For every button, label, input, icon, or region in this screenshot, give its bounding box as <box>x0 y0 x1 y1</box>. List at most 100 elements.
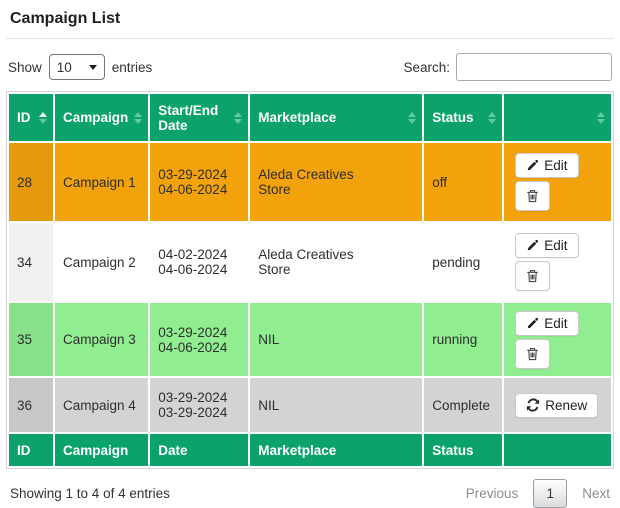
sort-desc-icon <box>597 118 605 124</box>
column-header-label: ID <box>17 110 31 125</box>
column-header-label: Start/End Date <box>158 102 219 133</box>
sort-icons <box>134 111 143 124</box>
sort-icons <box>488 111 497 124</box>
sort-asc-icon <box>134 111 143 117</box>
refresh-icon <box>526 398 540 412</box>
page-length-select[interactable]: 10 <box>48 54 105 80</box>
column-header-campaign[interactable]: Campaign <box>55 94 149 141</box>
cell-dates: 03-29-2024 04-06-2024 <box>150 143 249 221</box>
footer-id: ID <box>9 434 53 466</box>
edit-button[interactable]: Edit <box>515 153 579 178</box>
edit-button[interactable]: Edit <box>515 310 579 336</box>
trash-icon <box>526 189 539 203</box>
cell-campaign: Campaign 2 <box>55 223 149 301</box>
column-header-status[interactable]: Status <box>424 94 503 141</box>
pagination: Previous 1 Next <box>466 479 610 508</box>
trash-icon <box>526 269 539 283</box>
sort-desc-icon <box>134 118 143 124</box>
sort-asc-icon <box>488 111 497 117</box>
cell-marketplace: Aleda Creatives Store <box>250 223 423 301</box>
cell-id: 28 <box>9 143 53 221</box>
sort-desc-icon <box>39 118 47 124</box>
edit-button-label: Edit <box>544 238 568 253</box>
edit-button[interactable]: Edit <box>515 233 579 258</box>
cell-dates: 04-02-2024 04-06-2024 <box>150 223 249 301</box>
column-header-marketplace[interactable]: Marketplace <box>250 94 423 141</box>
delete-button[interactable] <box>515 261 551 291</box>
cell-marketplace: NIL <box>250 303 423 376</box>
next-button[interactable]: Next <box>582 486 610 501</box>
marketplace-text: Aleda Creatives Store <box>258 167 354 197</box>
cell-dates: 03-29-2024 03-29-2024 <box>150 378 249 432</box>
cell-id: 35 <box>9 303 53 376</box>
show-label: Show <box>8 59 42 75</box>
column-header-actions[interactable] <box>504 94 611 141</box>
marketplace-text: Aleda Creatives Store <box>258 247 354 277</box>
sort-desc-icon <box>234 118 243 124</box>
search-input[interactable] <box>456 53 612 81</box>
cell-marketplace: NIL <box>250 378 423 432</box>
table-info: Showing 1 to 4 of 4 entries <box>10 486 170 501</box>
page-length-control: Show 10 entries <box>8 54 152 80</box>
sort-icons <box>597 111 605 124</box>
campaign-table: ID Campaign Start/End Date Marketplace S… <box>6 91 614 469</box>
cell-status: off <box>424 143 503 221</box>
table-controls: Show 10 entries Search: <box>8 53 612 81</box>
cell-actions: Renew <box>504 378 611 432</box>
column-header-id[interactable]: ID <box>9 94 53 141</box>
sort-asc-icon <box>234 111 243 117</box>
search-label: Search: <box>403 59 450 75</box>
sort-icons <box>234 111 243 124</box>
search-control: Search: <box>403 53 612 81</box>
previous-button[interactable]: Previous <box>465 486 519 501</box>
chevron-down-icon <box>88 64 97 70</box>
sort-icons <box>408 111 417 124</box>
marketplace-text: NIL <box>258 332 280 347</box>
cell-status: Complete <box>424 378 503 432</box>
cell-actions: Edit <box>504 223 611 301</box>
renew-button-label: Renew <box>545 397 588 413</box>
sort-asc-icon <box>39 111 47 117</box>
renew-button[interactable]: Renew <box>515 392 599 418</box>
table-row: 34 Campaign 2 04-02-2024 04-06-2024 Aled… <box>9 223 611 301</box>
sort-asc-icon <box>408 111 417 117</box>
cell-campaign: Campaign 1 <box>55 143 149 221</box>
cell-campaign: Campaign 4 <box>55 378 149 432</box>
table-row: 28 Campaign 1 03-29-2024 04-06-2024 Aled… <box>9 143 611 221</box>
footer-marketplace: Marketplace <box>250 434 423 466</box>
sort-icons <box>39 111 47 124</box>
page-length-value: 10 <box>56 59 72 75</box>
cell-id: 36 <box>9 378 53 432</box>
cell-id: 34 <box>9 223 53 301</box>
column-header-start-end-date[interactable]: Start/End Date <box>150 94 249 141</box>
page-title: Campaign List <box>10 10 121 27</box>
page-1-button[interactable]: 1 <box>533 479 568 508</box>
cell-marketplace: Aleda Creatives Store <box>250 143 423 221</box>
table-header-row: ID Campaign Start/End Date Marketplace S… <box>9 94 611 141</box>
table-footer-row: ID Campaign Date Marketplace Status <box>9 434 611 466</box>
pencil-icon <box>526 317 539 330</box>
column-header-label: Status <box>432 110 474 125</box>
cell-campaign: Campaign 3 <box>55 303 149 376</box>
delete-button[interactable] <box>515 338 551 369</box>
title-divider <box>6 38 614 39</box>
trash-icon <box>526 347 539 361</box>
cell-status: pending <box>424 223 503 301</box>
table-row: 36 Campaign 4 03-29-2024 03-29-2024 NIL … <box>9 378 611 432</box>
footer-campaign: Campaign <box>55 434 149 466</box>
table-bottom-bar: Showing 1 to 4 of 4 entries Previous 1 N… <box>10 479 610 508</box>
column-header-label: Marketplace <box>258 110 337 125</box>
footer-date: Date <box>150 434 249 466</box>
cell-status: running <box>424 303 503 376</box>
marketplace-text: NIL <box>258 397 280 413</box>
delete-button[interactable] <box>515 181 551 211</box>
cell-actions: Edit <box>504 143 611 221</box>
footer-actions <box>504 434 611 466</box>
sort-asc-icon <box>597 111 605 117</box>
column-header-label: Campaign <box>63 110 129 125</box>
footer-status: Status <box>424 434 503 466</box>
table-row: 35 Campaign 3 03-29-2024 04-06-2024 NIL … <box>9 303 611 376</box>
sort-desc-icon <box>488 118 497 124</box>
cell-dates: 03-29-2024 04-06-2024 <box>150 303 249 376</box>
